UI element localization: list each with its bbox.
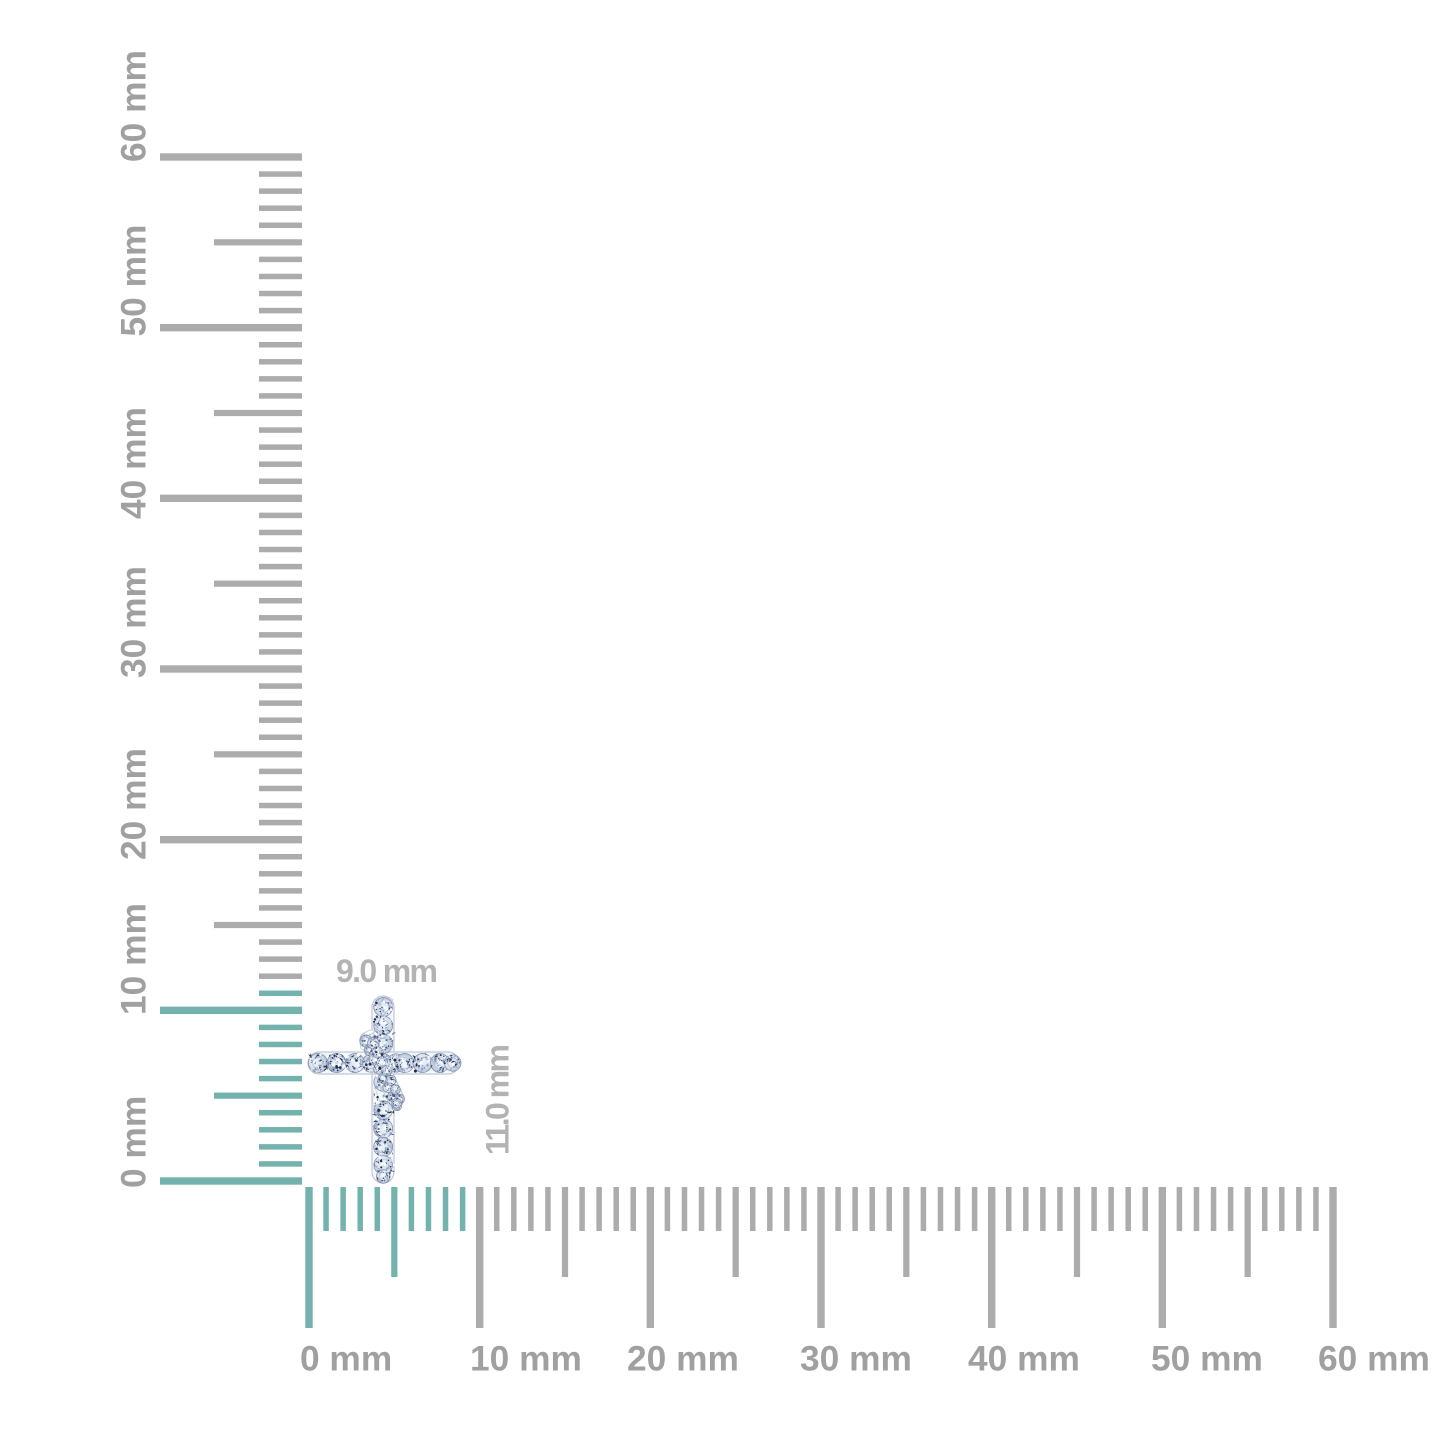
svg-text:10 mm: 10 mm: [470, 1340, 582, 1379]
svg-text:9.0 mm: 9.0 mm: [336, 953, 438, 989]
svg-text:60 mm: 60 mm: [115, 50, 154, 162]
svg-text:10 mm: 10 mm: [115, 903, 154, 1015]
svg-text:40 mm: 40 mm: [115, 407, 154, 519]
svg-text:40 mm: 40 mm: [968, 1340, 1080, 1379]
svg-text:20 mm: 20 mm: [115, 748, 154, 860]
svg-text:30 mm: 30 mm: [800, 1340, 912, 1379]
svg-text:11.0 mm: 11.0 mm: [480, 1044, 516, 1155]
svg-text:0 mm: 0 mm: [300, 1340, 392, 1379]
svg-text:60 mm: 60 mm: [1318, 1340, 1430, 1379]
svg-text:30 mm: 30 mm: [115, 566, 154, 678]
svg-text:50 mm: 50 mm: [115, 225, 154, 337]
svg-text:0 mm: 0 mm: [115, 1096, 154, 1188]
svg-text:50 mm: 50 mm: [1151, 1340, 1263, 1379]
svg-text:20 mm: 20 mm: [627, 1340, 739, 1379]
